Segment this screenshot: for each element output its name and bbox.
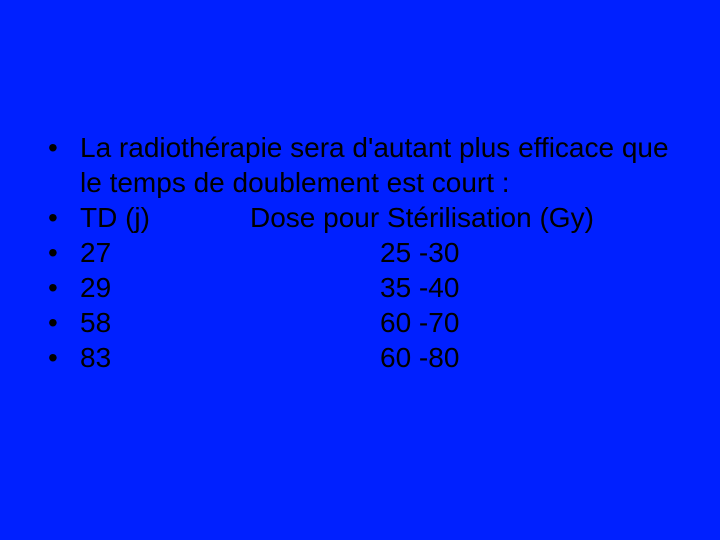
header-right: Dose pour Stérilisation (Gy)	[250, 200, 680, 235]
data-row: 27 25 -30	[80, 235, 680, 270]
dose-value: 60 -70	[250, 305, 680, 340]
bullet-list: La radiothérapie sera d'autant plus effi…	[40, 130, 680, 375]
td-value: 58	[80, 305, 250, 340]
intro-text: La radiothérapie sera d'autant plus effi…	[80, 132, 669, 198]
slide: La radiothérapie sera d'autant plus effi…	[0, 0, 720, 540]
header-left: TD (j)	[80, 200, 250, 235]
data-bullet-3: 83 60 -80	[40, 340, 680, 375]
td-value: 83	[80, 340, 250, 375]
td-value: 27	[80, 235, 250, 270]
data-bullet-2: 58 60 -70	[40, 305, 680, 340]
data-bullet-0: 27 25 -30	[40, 235, 680, 270]
dose-value: 60 -80	[250, 340, 680, 375]
td-value: 29	[80, 270, 250, 305]
data-bullet-1: 29 35 -40	[40, 270, 680, 305]
header-bullet: TD (j) Dose pour Stérilisation (Gy)	[40, 200, 680, 235]
data-row: 29 35 -40	[80, 270, 680, 305]
data-row: 58 60 -70	[80, 305, 680, 340]
dose-value: 25 -30	[250, 235, 680, 270]
intro-bullet: La radiothérapie sera d'autant plus effi…	[40, 130, 680, 200]
data-row: 83 60 -80	[80, 340, 680, 375]
dose-value: 35 -40	[250, 270, 680, 305]
header-row: TD (j) Dose pour Stérilisation (Gy)	[80, 200, 680, 235]
